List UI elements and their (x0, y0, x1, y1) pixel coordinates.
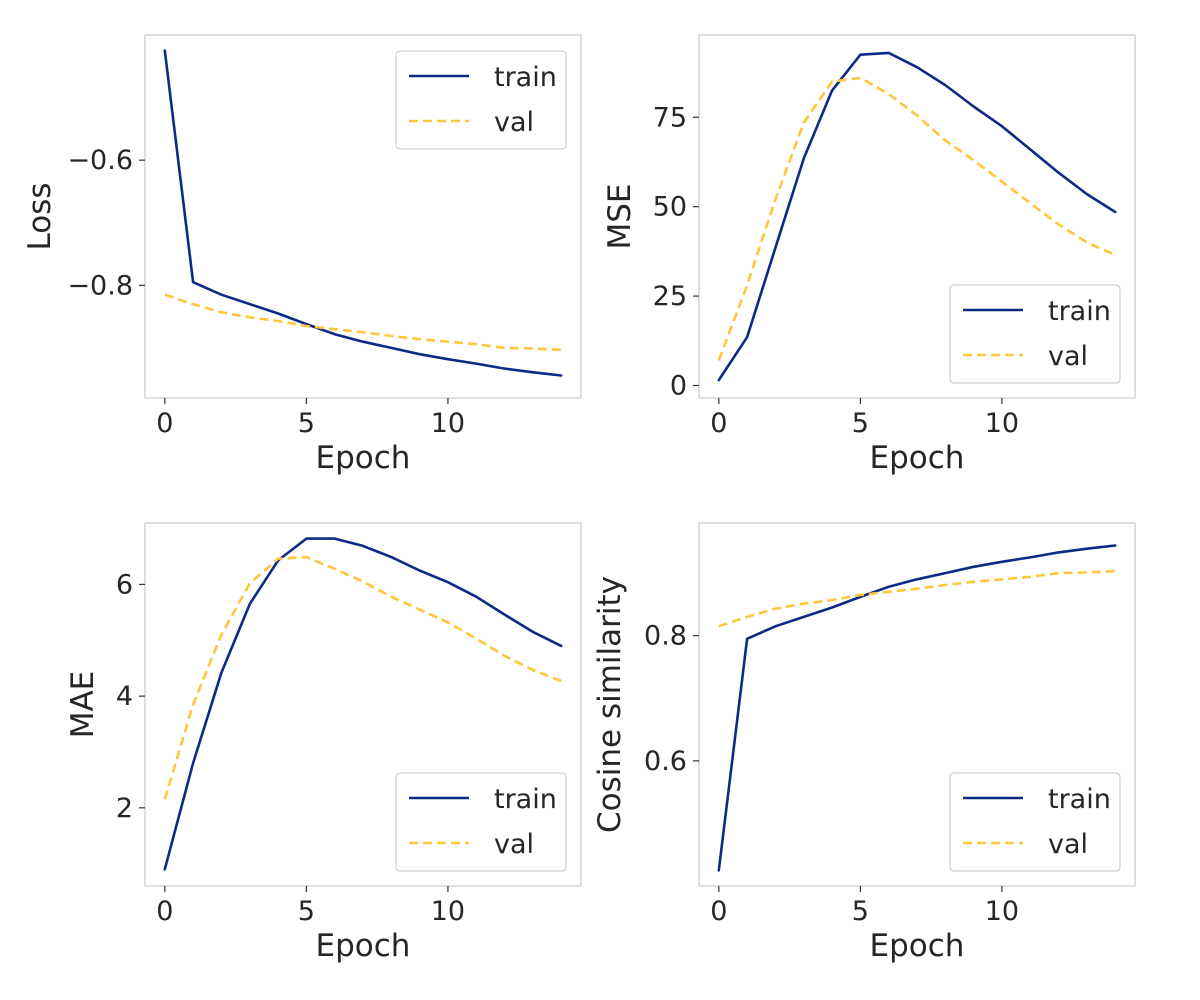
series-line-val (718, 569, 1116, 628)
chart-panel-1: 0 5 10 −0.8 −0.6 Epoch Loss train val (22, 34, 582, 476)
x-tick-label: 0 (710, 896, 727, 927)
legend-label-train: train (494, 784, 557, 815)
y-tick-label: 25 (653, 281, 687, 312)
series-line-val (163, 555, 562, 800)
chart-panel-3: 0 5 10 2 4 6 Epoch MAE train val (65, 522, 582, 964)
plot-frame (698, 522, 1136, 887)
x-tick-label: 10 (985, 896, 1019, 927)
x-tick-label: 10 (431, 408, 465, 439)
y-tick-label: 0.8 (644, 621, 687, 652)
x-tick-label: 0 (710, 408, 727, 439)
x-tick-label: 0 (156, 408, 173, 439)
legend: train val (395, 772, 567, 872)
chart-panel-2: 0 5 10 0 25 50 75 Epoch MSE train val (602, 34, 1136, 476)
series-line-train (163, 537, 563, 871)
y-axis-label: MAE (65, 671, 101, 739)
y-tick-label: −0.6 (67, 145, 133, 176)
y-tick-label: 4 (116, 681, 133, 712)
x-tick-label: 0 (156, 896, 173, 927)
x-tick-label: 10 (431, 896, 465, 927)
legend-label-train: train (494, 62, 557, 93)
x-tick-label: 5 (298, 896, 315, 927)
y-tick-label: 2 (116, 793, 133, 824)
y-tick-label: 6 (116, 569, 133, 600)
legend-label-train: train (1048, 296, 1111, 327)
y-tick-label: 50 (653, 192, 687, 223)
series-line-val (164, 293, 562, 352)
y-tick-label: 0.6 (644, 746, 687, 777)
y-tick-label: 0 (670, 370, 687, 401)
legend: train val (395, 50, 567, 150)
legend: train val (949, 284, 1121, 384)
x-axis-label: Epoch (870, 928, 965, 964)
y-tick-label: −0.8 (67, 270, 133, 301)
series-line-val (717, 76, 1116, 361)
plot-frame (144, 522, 582, 887)
x-tick-label: 5 (852, 896, 869, 927)
legend-label-val: val (1048, 829, 1088, 860)
y-axis-label: MSE (602, 183, 638, 249)
legend-label-val: val (1048, 341, 1088, 372)
plot-frame (698, 34, 1136, 399)
x-axis-label: Epoch (316, 440, 411, 476)
legend-label-val: val (494, 829, 534, 860)
chart-panel-4: 0 5 10 0.6 0.8 Epoch Cosine similarity train val (592, 522, 1136, 964)
x-axis-label: Epoch (316, 928, 411, 964)
y-axis-label: Loss (22, 183, 58, 251)
legend: train val (949, 772, 1121, 872)
y-tick-label: 75 (653, 102, 687, 133)
legend-label-val: val (494, 107, 534, 138)
series-line-train (717, 544, 1117, 872)
x-tick-label: 5 (298, 408, 315, 439)
y-axis-label: Cosine similarity (592, 576, 628, 833)
series-line-train (717, 51, 1117, 382)
x-tick-label: 5 (852, 408, 869, 439)
x-tick-label: 10 (985, 408, 1019, 439)
series-line-train (163, 49, 563, 377)
plot-frame (144, 34, 582, 399)
legend-label-train: train (1048, 784, 1111, 815)
x-axis-label: Epoch (870, 440, 965, 476)
